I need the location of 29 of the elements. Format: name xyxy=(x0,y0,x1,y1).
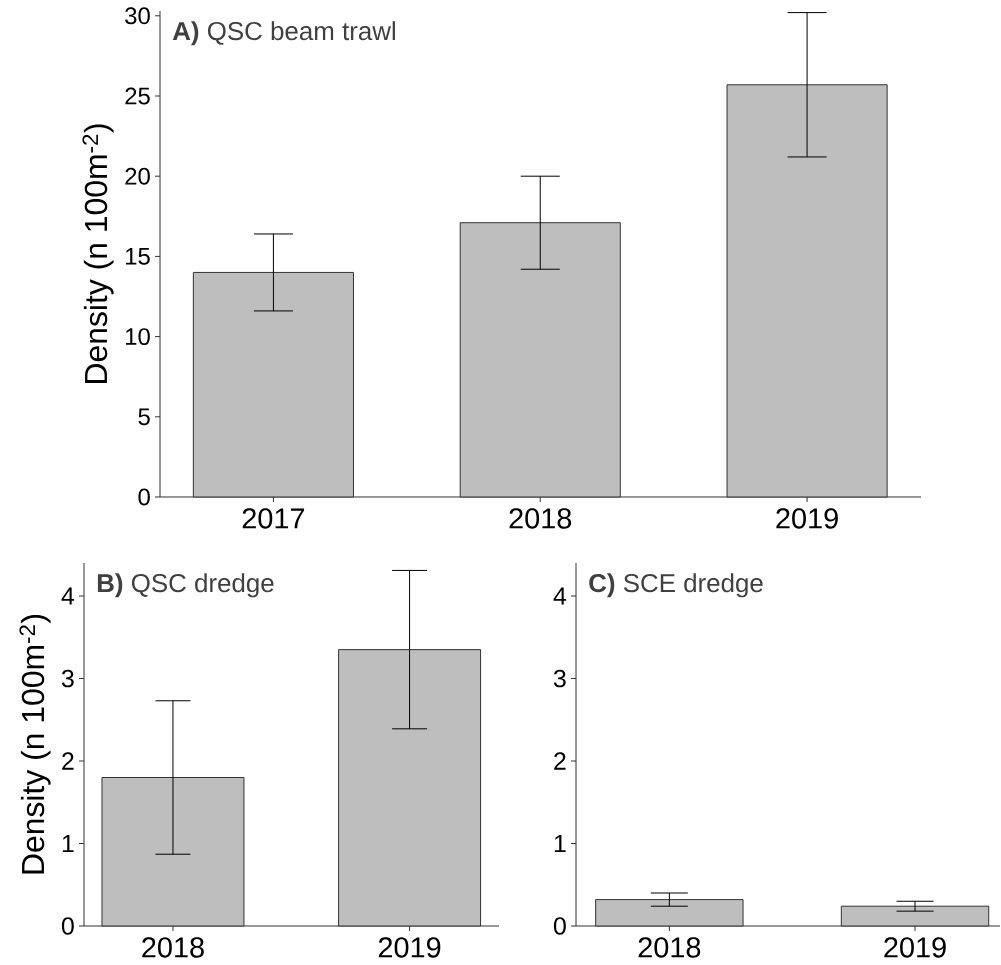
y-tick-label: 0 xyxy=(553,917,566,935)
y-tick-label: 30 xyxy=(125,7,150,25)
y-tick-label: 5 xyxy=(138,408,150,426)
x-tick-label: 2019 xyxy=(776,508,838,529)
y-tick-label: 10 xyxy=(126,328,150,346)
y-tick-label: 3 xyxy=(553,669,566,688)
x-tick-label: 2019 xyxy=(884,937,946,958)
y-tick-label: 15 xyxy=(126,248,150,265)
chart-title: B) QSC dredge xyxy=(97,573,274,598)
y-tick-label: 2 xyxy=(62,752,74,770)
chart-title: C) SCE dredge xyxy=(589,573,763,598)
x-tick-label: 2019 xyxy=(378,937,441,958)
x-tick-label: 2017 xyxy=(242,508,305,529)
y-axis-title: Density (n 100m$^{-2}$) xyxy=(19,614,51,874)
y-tick-label: 2 xyxy=(554,752,566,770)
y-tick-label: 1 xyxy=(554,834,566,853)
y-tick-label: 0 xyxy=(61,917,74,935)
y-tick-label: 1 xyxy=(62,834,74,853)
y-tick-label: 4 xyxy=(553,587,567,605)
x-tick-label: 2018 xyxy=(142,937,204,958)
y-tick-label: 3 xyxy=(61,669,74,688)
y-tick-label: 0 xyxy=(138,488,150,506)
x-tick-label: 2018 xyxy=(638,937,701,958)
y-tick-label: 20 xyxy=(125,167,150,185)
x-tick-label: 2018 xyxy=(509,508,572,529)
chart-title: A) QSC beam trawl xyxy=(172,21,395,46)
y-tick-label: 25 xyxy=(125,87,150,105)
y-axis-title: Density (n 100m$^{-2}$) xyxy=(82,124,114,383)
y-tick-label: 4 xyxy=(61,587,75,605)
